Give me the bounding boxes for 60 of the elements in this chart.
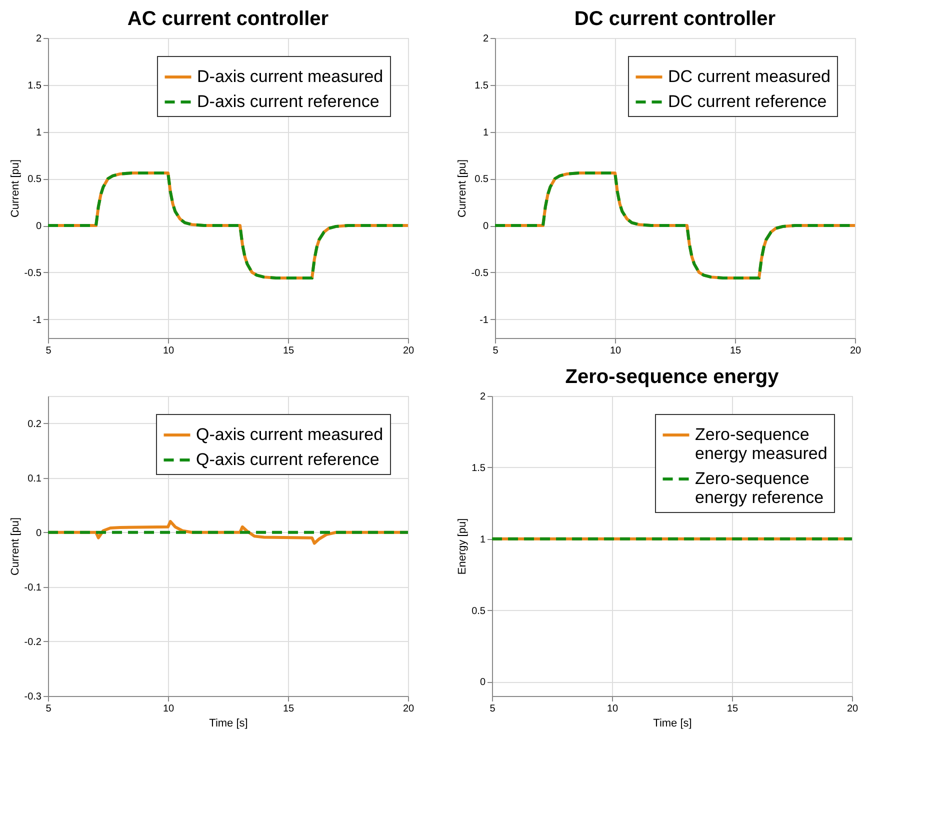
x-tick-label: 15 <box>726 704 738 714</box>
y-tick-label: 1.5 <box>28 80 42 92</box>
legend-label: Zero-sequence energy reference <box>695 469 824 507</box>
y-tick-label: 0.1 <box>28 473 42 484</box>
chart-title: Zero-sequence energy <box>565 366 780 388</box>
legend-label: Zero-sequence energy measured <box>695 425 828 463</box>
x-tick-label: 20 <box>402 346 414 356</box>
y-tick-label: -0.2 <box>24 636 42 648</box>
y-tick-label: -0.5 <box>24 268 42 279</box>
y-tick-label: -0.1 <box>24 582 42 594</box>
legend-label: D-axis current measured <box>197 67 384 86</box>
y-axis-title: Energy [pu] <box>456 518 469 575</box>
y-tick-label: 0.5 <box>28 174 42 186</box>
y-tick-label: -0.5 <box>471 268 489 279</box>
y-tick-label: 0 <box>482 221 489 232</box>
x-tick-label: 10 <box>606 704 618 714</box>
y-tick-label: 0.5 <box>472 606 486 617</box>
x-tick-label: 5 <box>490 704 496 714</box>
chart-title: AC current controller <box>127 8 329 30</box>
y-axis-title: Current [pu] <box>9 517 22 576</box>
legend-label: DC current measured <box>668 67 831 86</box>
x-tick-label: 5 <box>492 346 499 356</box>
y-tick-label: 1.5 <box>472 462 486 474</box>
x-tick-label: 5 <box>46 346 52 356</box>
x-tick-label: 10 <box>162 704 174 714</box>
y-tick-label: -0.3 <box>24 692 42 702</box>
y-tick-label: -1 <box>32 314 42 326</box>
x-tick-label: 5 <box>46 704 52 714</box>
y-axis-title: Current [pu] <box>456 159 468 218</box>
legend-label: DC current reference <box>668 92 827 111</box>
y-axis-title: Current [pu] <box>9 159 22 218</box>
y-tick-label: 2 <box>482 34 489 44</box>
x-tick-label: 20 <box>850 346 862 356</box>
y-tick-label: 0.2 <box>28 418 42 430</box>
legend-label: Q-axis current measured <box>196 425 384 444</box>
y-tick-label: 0 <box>36 528 42 539</box>
x-tick-label: 10 <box>162 346 174 356</box>
chart-title: DC current controller <box>574 8 776 30</box>
x-tick-label: 15 <box>730 346 742 356</box>
y-tick-label: -1 <box>480 314 489 326</box>
y-tick-label: 1.5 <box>474 80 489 92</box>
x-axis-title: Time [s] <box>209 718 248 730</box>
y-tick-label: 0 <box>480 677 486 688</box>
x-tick-label: 15 <box>282 704 294 714</box>
y-tick-label: 2 <box>36 34 42 44</box>
legend-label: D-axis current reference <box>197 92 380 111</box>
x-tick-label: 15 <box>282 346 294 356</box>
y-tick-label: 2 <box>480 392 486 402</box>
x-axis-title: Time [s] <box>653 718 692 730</box>
legend-label: Q-axis current reference <box>196 450 380 469</box>
x-tick-label: 10 <box>610 346 622 356</box>
y-tick-label: 0 <box>36 221 42 232</box>
y-tick-label: 0.5 <box>474 174 489 186</box>
line-series <box>494 172 856 280</box>
y-tick-label: 1 <box>482 127 489 138</box>
y-tick-label: 1 <box>480 534 486 546</box>
line-series <box>46 172 410 280</box>
x-tick-label: 20 <box>846 704 858 714</box>
y-tick-label: 1 <box>36 127 42 138</box>
x-tick-label: 20 <box>402 704 414 714</box>
